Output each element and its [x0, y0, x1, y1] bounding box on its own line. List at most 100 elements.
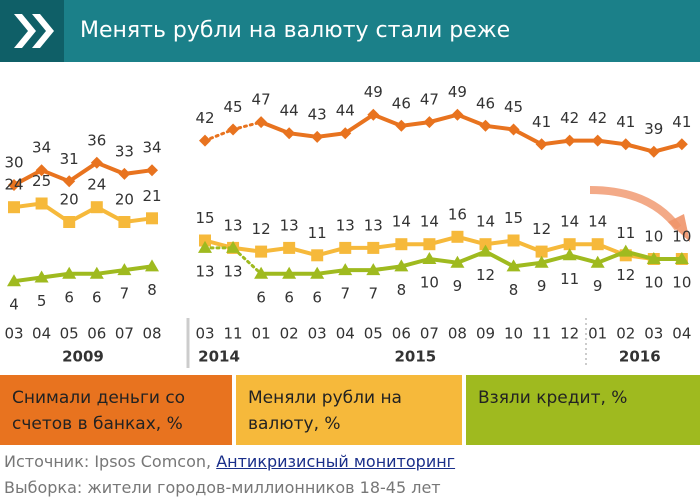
marker [507, 123, 520, 136]
marker [8, 179, 20, 191]
source-link[interactable]: Антикризисный мониторинг [216, 452, 456, 471]
marker [674, 252, 689, 264]
marker [310, 266, 325, 279]
marker [534, 255, 549, 268]
year-label: 2015 [395, 348, 437, 366]
marker [62, 266, 77, 279]
marker [311, 130, 324, 143]
data-label: 9 [453, 277, 463, 295]
x-tick-label: 03 [4, 325, 23, 343]
marker [367, 108, 380, 121]
data-label: 7 [369, 285, 379, 303]
data-label: 14 [560, 213, 579, 231]
x-tick-label: 11 [224, 325, 243, 343]
marker [63, 216, 76, 228]
x-tick-label: 06 [392, 325, 411, 343]
marker [339, 127, 352, 140]
data-label: 20 [115, 191, 134, 209]
marker [591, 134, 604, 147]
x-tick-label: 05 [364, 325, 383, 343]
data-label: 12 [252, 220, 271, 238]
marker [394, 259, 409, 272]
x-tick-label: 03 [644, 325, 663, 343]
marker [450, 255, 465, 268]
marker [255, 245, 268, 258]
marker [563, 238, 576, 251]
marker [283, 241, 296, 254]
data-label: 9 [593, 277, 603, 295]
data-label: 14 [420, 213, 439, 231]
data-label: 10 [672, 274, 691, 292]
marker [34, 270, 49, 283]
line-dotted [203, 246, 263, 276]
data-label: 13 [224, 262, 243, 280]
x-tick-label: 07 [115, 325, 134, 343]
marker [479, 238, 492, 251]
x-tick-label: 10 [504, 325, 523, 343]
line [259, 112, 684, 154]
year-label: 2009 [62, 348, 104, 366]
data-label: 25 [32, 172, 51, 190]
data-label: 10 [672, 228, 691, 246]
trend-arrow-head [668, 214, 690, 242]
data-label: 14 [476, 213, 495, 231]
data-label: 8 [509, 281, 519, 299]
marker [423, 238, 436, 251]
data-label: 8 [397, 281, 407, 299]
marker [118, 167, 131, 180]
data-label: 5 [37, 292, 47, 310]
data-label: 12 [616, 266, 635, 284]
marker [507, 234, 520, 247]
data-label: 14 [392, 213, 411, 231]
data-label: 31 [60, 150, 79, 168]
legend-item: Меняли рубли на валюту, % [236, 375, 462, 445]
data-label: 47 [420, 91, 439, 109]
marker [311, 249, 324, 262]
marker [422, 252, 437, 264]
data-label: 44 [280, 102, 299, 120]
data-label: 6 [284, 288, 294, 306]
marker [254, 266, 269, 279]
data-label: 41 [616, 113, 635, 131]
x-tick-label: 04 [672, 325, 691, 343]
data-label: 4 [9, 296, 19, 314]
year-label: 2014 [198, 348, 240, 366]
data-label: 36 [87, 131, 106, 149]
x-tick-label: 05 [60, 325, 79, 343]
data-label: 30 [4, 154, 23, 172]
marker [339, 241, 352, 254]
data-label: 24 [87, 176, 106, 194]
marker [535, 138, 548, 151]
data-label: 34 [32, 139, 51, 157]
x-tick-label: 01 [252, 325, 271, 343]
data-label: 46 [392, 94, 411, 112]
marker [563, 134, 576, 147]
data-label: 7 [340, 285, 350, 303]
marker [8, 201, 20, 214]
marker [562, 248, 577, 261]
data-label: 14 [588, 213, 607, 231]
marker [451, 108, 464, 121]
marker [367, 241, 380, 254]
marker [506, 259, 521, 272]
data-label: 39 [644, 120, 663, 138]
data-label: 6 [312, 288, 322, 306]
data-label: 47 [252, 91, 271, 109]
data-label: 13 [195, 262, 214, 280]
title: Менять рубли на валюту стали реже [80, 18, 511, 43]
data-label: 9 [537, 277, 547, 295]
data-label: 10 [644, 274, 663, 292]
x-tick-label: 11 [532, 325, 551, 343]
chevron-icon [0, 0, 64, 62]
marker [63, 175, 76, 188]
data-label: 46 [476, 94, 495, 112]
marker [146, 212, 158, 225]
data-label: 45 [504, 98, 523, 116]
marker [646, 252, 661, 264]
marker [395, 119, 408, 132]
chart: 03 04 05 06 07 08 03 11 01 02 03 04 05 06 07 08 09 10 11 12… [4, 83, 691, 368]
marker [591, 238, 604, 251]
data-label: 11 [308, 224, 327, 242]
data-label: 49 [448, 83, 467, 101]
